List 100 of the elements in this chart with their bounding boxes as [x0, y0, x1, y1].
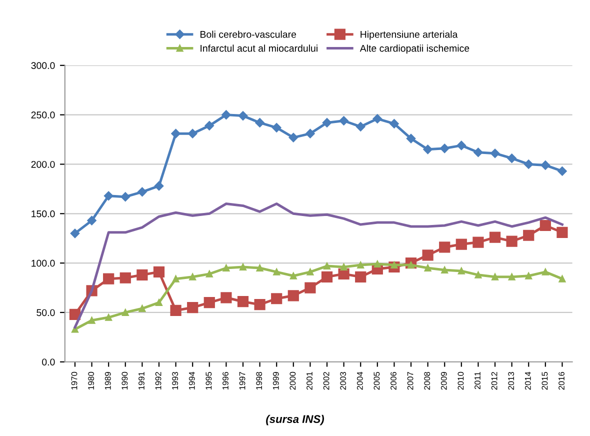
point	[103, 273, 114, 284]
legend-label: Boli cerebro-vasculare	[200, 30, 296, 38]
point	[439, 242, 450, 253]
point	[558, 166, 567, 176]
point	[122, 308, 129, 316]
x-tick-label: 2004	[356, 372, 363, 390]
point	[105, 314, 112, 321]
y-tick-label: 100.0	[32, 260, 55, 267]
point	[290, 272, 297, 280]
point	[171, 128, 180, 138]
x-tick-label: 2000	[290, 372, 296, 390]
point	[506, 236, 518, 247]
x-tick-label: 2007	[407, 372, 414, 390]
point	[138, 305, 146, 312]
x-tick-label: 2008	[424, 372, 430, 390]
point	[456, 238, 467, 250]
x-tick-label: 2001	[306, 372, 312, 390]
point	[271, 293, 282, 304]
legend-label: Hipertensiune arteriala	[360, 30, 458, 40]
x-tick-label: 1996	[222, 372, 228, 390]
x-tick-label: 2016	[558, 372, 564, 390]
point	[424, 264, 432, 272]
point	[525, 272, 532, 280]
point	[339, 116, 348, 126]
point	[474, 271, 482, 278]
x-tick-label: 1997	[239, 372, 246, 390]
point	[542, 268, 549, 276]
x-tick-label: 1993	[172, 372, 178, 390]
x-tick-label: 1980	[88, 372, 94, 390]
point	[322, 118, 332, 128]
point	[254, 299, 266, 310]
point	[372, 114, 382, 124]
point	[156, 299, 162, 306]
point	[88, 316, 96, 324]
point	[474, 148, 483, 157]
point	[120, 272, 131, 284]
point	[204, 121, 214, 130]
point	[256, 264, 264, 272]
point	[304, 282, 316, 294]
x-tick-label: 2010	[458, 372, 464, 390]
point	[321, 271, 333, 282]
point	[472, 236, 484, 248]
point	[458, 267, 465, 274]
point	[153, 266, 165, 278]
y-tick-label: 50.0	[36, 309, 55, 316]
point	[355, 271, 366, 282]
x-tick-label: 1995	[206, 372, 212, 390]
x-tick-label: 2006	[390, 372, 396, 390]
x-tick-label: 1992	[155, 372, 162, 390]
point	[456, 140, 466, 150]
text: (sursa INS)	[266, 414, 324, 426]
point	[154, 181, 164, 191]
x-tick-label: 1998	[256, 372, 262, 390]
y-tick-label: 300.0	[31, 62, 55, 70]
legend-label: Infarctul acut al miocardului	[200, 44, 318, 52]
point	[189, 273, 196, 280]
x-tick-label: 1991	[138, 372, 144, 390]
x-tick-label: 2011	[474, 372, 480, 390]
point	[356, 122, 366, 132]
x-tick-label: 2003	[340, 372, 346, 390]
point	[558, 275, 566, 282]
point	[240, 264, 246, 270]
point	[306, 128, 315, 138]
point	[87, 216, 96, 226]
point	[340, 264, 348, 270]
point	[222, 110, 231, 120]
x-tick-label: 2013	[508, 372, 514, 390]
point	[441, 266, 448, 274]
point	[556, 226, 568, 238]
point	[222, 264, 230, 272]
point	[423, 144, 432, 154]
point	[70, 228, 80, 238]
point	[187, 302, 198, 314]
legend-label: Alte cardiopatii ischemice	[360, 44, 470, 54]
point	[204, 297, 215, 308]
point	[272, 123, 282, 132]
point	[255, 118, 264, 128]
point	[220, 292, 232, 304]
point	[508, 273, 516, 280]
x-tick-label: 2012	[491, 372, 498, 390]
point	[120, 192, 130, 202]
point	[507, 154, 516, 163]
point	[324, 262, 330, 270]
y-tick-label: 250.0	[31, 112, 55, 118]
x-tick-label: 2009	[440, 372, 447, 390]
point	[390, 119, 399, 128]
point	[440, 144, 450, 154]
y-tick-label: 150.0	[32, 210, 55, 218]
x-tick-label: 1994	[188, 372, 195, 390]
point	[188, 128, 198, 138]
point	[490, 148, 500, 158]
point	[136, 269, 148, 280]
point	[288, 132, 298, 142]
y-tick-label: 0.0	[42, 358, 55, 366]
x-tick-label: 1999	[272, 372, 279, 390]
point	[523, 230, 534, 241]
x-tick-label: 1990	[122, 372, 128, 390]
point	[237, 296, 249, 308]
point	[540, 160, 550, 170]
x-tick-label: 1970	[71, 372, 78, 390]
